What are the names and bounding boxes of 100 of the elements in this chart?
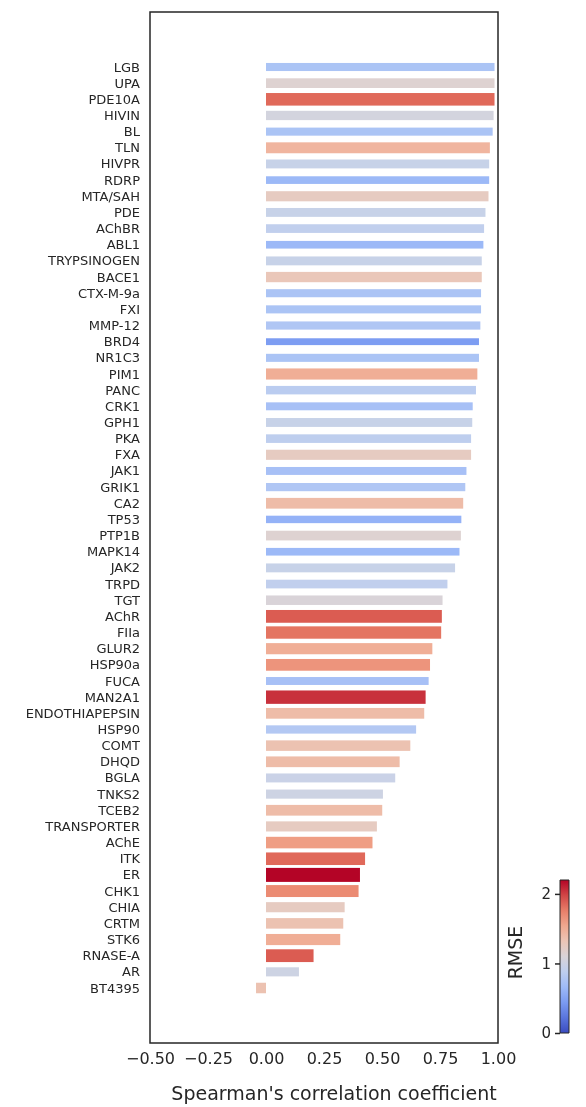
bar (266, 353, 479, 362)
y-tick-label: CA2 (113, 495, 140, 511)
y-tick-label: PDE (113, 204, 140, 220)
y-tick-label: PDE10A (88, 91, 141, 107)
color-bar-label: 2 (541, 885, 551, 904)
color-bar-label: 1 (541, 954, 551, 973)
bar (266, 305, 482, 314)
bar (266, 902, 345, 913)
bar (266, 321, 481, 330)
y-tick-label: TRANSPORTER (44, 818, 140, 834)
y-tick-label: DHQD (99, 754, 140, 770)
y-tick-label: PANC (105, 382, 140, 398)
y-tick-label: STK6 (107, 932, 140, 948)
bar (266, 789, 383, 799)
y-tick-label: PTP1B (99, 528, 140, 544)
color-bar-label: 0 (541, 1024, 551, 1043)
bar (266, 402, 473, 411)
bar (266, 515, 462, 524)
bar (266, 563, 456, 573)
bar (266, 547, 460, 556)
y-tick-label: AChE (105, 835, 140, 851)
y-tick-label: TNKS2 (96, 786, 140, 802)
bar (266, 78, 495, 89)
y-tick-label: BL (123, 124, 141, 140)
bar (266, 224, 485, 233)
bar (266, 240, 484, 249)
y-tick-label: JAK1 (109, 463, 140, 479)
bar (266, 773, 396, 783)
bar (266, 449, 472, 460)
bar (266, 289, 482, 298)
bar (266, 207, 486, 217)
y-tick-label: TLN (114, 140, 140, 156)
y-tick-label: PKA (114, 431, 141, 447)
x-axis-title: Spearman's correlation coefficient (171, 1082, 497, 1104)
y-tick-label: BRD4 (103, 334, 140, 350)
bar (266, 740, 411, 751)
y-tick-label: BACE1 (96, 269, 140, 285)
bar (266, 271, 482, 283)
bar (266, 142, 490, 154)
bar (266, 434, 472, 443)
y-tick-label: TGT (113, 592, 141, 608)
y-tick-label: JAK2 (109, 560, 140, 576)
y-tick-label: GLUR2 (96, 641, 140, 657)
bar (266, 595, 443, 605)
y-tick-label: ENDOTHIAPEPSIN (25, 705, 140, 721)
y-tick-label: BT4395 (90, 980, 140, 996)
y-tick-label: HIVIN (103, 108, 140, 124)
bar (266, 466, 467, 475)
y-tick-label: FIIa (116, 625, 140, 641)
y-tick-label: UPA (114, 75, 141, 91)
y-tick-label: TRYPSINOGEN (47, 253, 140, 269)
y-tick-label: AChR (104, 608, 140, 624)
bar (266, 967, 299, 977)
y-tick-label: ER (122, 867, 140, 883)
bar (266, 256, 482, 266)
colorbar: 0 1 2 RMSE (504, 879, 570, 1043)
x-tick-label: 0.25 (306, 1049, 343, 1069)
y-tick-label: MAN2A1 (84, 689, 140, 705)
bar (266, 756, 400, 768)
y-tick-label: LGB (113, 59, 140, 75)
y-tick-label: COMT (101, 738, 141, 754)
bar (266, 385, 476, 395)
y-tick-label: RDRP (104, 172, 141, 188)
y-tick-label: GPH1 (104, 415, 140, 431)
bar (266, 191, 489, 202)
bar (266, 707, 425, 719)
y-tick-label: TCEB2 (97, 802, 140, 818)
y-tick-label: FUCA (105, 673, 141, 689)
bar (256, 982, 266, 994)
y-tick-label: FXI (119, 301, 140, 317)
y-tick-label: CRK1 (105, 398, 140, 414)
y-tick-label: AR (122, 964, 140, 980)
bar (266, 497, 464, 509)
y-tick-label: PIM1 (108, 366, 140, 382)
y-tick-label: BGLA (104, 770, 141, 786)
bar (266, 821, 377, 832)
y-tick-label: GRIK1 (100, 479, 140, 495)
color-bar-title: RMSE (504, 925, 526, 980)
bar (266, 530, 461, 541)
y-tick-label: CHIA (108, 899, 141, 915)
y-tick-label: HIVPR (100, 156, 140, 172)
y-tick-label: ITK (119, 851, 141, 867)
bar (266, 483, 466, 492)
bar (266, 579, 448, 589)
y-tick-label: CHK1 (104, 883, 140, 899)
bar (266, 127, 493, 136)
y-tick-label: MMP-12 (88, 318, 140, 334)
bar (266, 643, 433, 655)
y-tick-label: RNASE-A (82, 948, 141, 964)
y-tick-label: ABL1 (106, 237, 140, 253)
x-tick-label: 0.00 (248, 1049, 285, 1069)
bar (266, 725, 417, 734)
y-tick-label: HSP90 (97, 722, 140, 738)
y-tick-label: CTX-M-9a (77, 285, 140, 301)
bar (266, 159, 490, 169)
y-tick-label: NR1C3 (95, 350, 140, 366)
x-tick-label: −0.25 (183, 1049, 234, 1069)
y-tick-label: HSP90a (89, 657, 140, 673)
x-tick-label: −0.50 (125, 1049, 176, 1069)
bar (266, 418, 473, 427)
